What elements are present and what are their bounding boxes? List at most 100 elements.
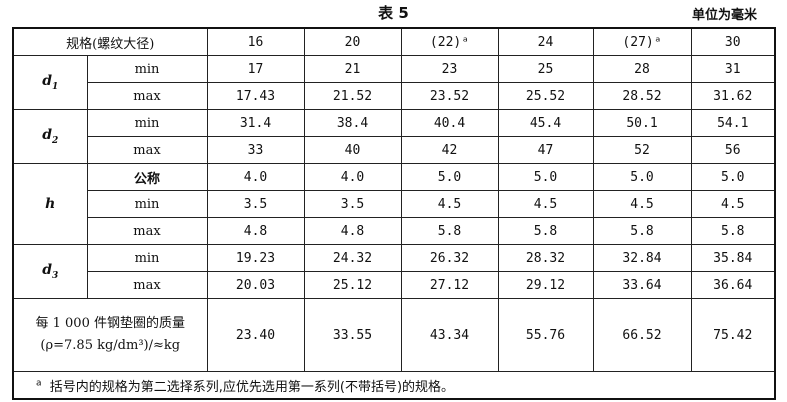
row-label: max [86,82,208,110]
row-label: max [86,217,208,245]
size-header: 20 [303,27,402,56]
value-cell: 23 [400,55,499,83]
table-row: d3 min 19.23 24.32 26.32 28.32 32.84 35.84 [12,244,776,299]
footnote-text: 括号内的规格为第二选择系列,应优先选用第一系列(不带括号)的规格。 [49,379,455,395]
value-cell: 33 [206,136,305,164]
value-cell: 20.03 [206,271,305,299]
symbol-text: d [42,127,53,144]
value-cell: 5.0 [690,163,776,191]
row-label: min [86,109,208,137]
value-cell: 50.1 [592,109,692,137]
value-cell: 29.12 [497,271,594,299]
value-cell: 4.8 [303,217,402,245]
value-cell: 31.4 [206,109,305,137]
symbol-subscript: 3 [52,270,59,281]
value-cell: 38.4 [303,109,402,137]
parameter-symbol: h [12,163,88,245]
value-cell: 31.62 [690,82,776,110]
row-label: max [86,136,208,164]
value-cell: 5.0 [400,163,499,191]
unit-label: 单位为毫米 [691,8,757,23]
value-cell: 40 [303,136,402,164]
value-cell: 45.4 [497,109,594,137]
value-cell: 52 [592,136,692,164]
table-row: d2 min 31.4 38.4 40.4 45.4 50.1 54.1 [12,109,776,164]
mass-row: 每 1 000 件钢垫圈的质量 (ρ=7.85 kg/dm³)/≈kg 23.40 3… [12,298,776,372]
table-row: h 公称 4.0 4.0 5.0 5.0 5.0 5.0 [12,163,776,245]
value-cell: 28 [592,55,692,83]
header-label: 规格(螺纹大径) [12,27,208,56]
value-cell: 21 [303,55,402,83]
symbol-text: d [42,73,53,90]
symbol-text: d [42,262,53,279]
value-cell: 40.4 [400,109,499,137]
value-cell: 4.5 [690,190,776,218]
value-cell: 5.8 [400,217,499,245]
size-header: 24 [497,27,594,56]
value-cell: 21.52 [303,82,402,110]
mass-value: 43.34 [400,298,499,372]
value-cell: 25.52 [497,82,594,110]
value-cell: 35.84 [690,244,776,272]
symbol-subscript: 1 [52,81,59,92]
value-cell: 24.32 [303,244,402,272]
table-row: max 33 40 42 47 52 56 [13,136,776,164]
value-cell: 36.64 [690,271,776,299]
mass-value: 23.40 [206,298,305,372]
value-cell: 19.23 [206,244,305,272]
size-header: 16 [206,27,305,56]
value-cell: 3.5 [206,190,305,218]
value-cell: 5.8 [690,217,776,245]
value-cell: 32.84 [592,244,692,272]
table-row: d1 min 17 21 23 25 28 31 [12,55,776,110]
value-cell: 31 [690,55,776,83]
symbol-text: h [45,196,56,212]
value-cell: 5.0 [592,163,692,191]
value-cell: 28.52 [592,82,692,110]
value-cell: 56 [690,136,776,164]
value-cell: 5.0 [497,163,594,191]
footnote-row: a 括号内的规格为第二选择系列,应优先选用第一系列(不带括号)的规格。 [12,371,776,400]
mass-value: 66.52 [592,298,692,372]
value-cell: 4.0 [206,163,305,191]
table-row: max 20.03 25.12 27.12 29.12 33.64 36.64 [13,271,776,299]
mass-value: 33.55 [303,298,402,372]
value-cell: 17 [206,55,305,83]
parameter-symbol: d2 [12,109,88,164]
value-cell: 54.1 [690,109,776,137]
footnote: a 括号内的规格为第二选择系列,应优先选用第一系列(不带括号)的规格。 [12,371,776,400]
value-cell: 47 [497,136,594,164]
row-label: min [86,55,208,83]
table-title: 表 5 [378,4,409,22]
parameter-symbol: d3 [12,244,88,299]
value-cell: 28.32 [497,244,594,272]
value-cell: 17.43 [206,82,305,110]
size-header: (27)ᵃ [592,27,692,56]
value-cell: 25.12 [303,271,402,299]
value-cell: 26.32 [400,244,499,272]
footnote-mark: a [36,378,42,389]
row-label: max [86,271,208,299]
mass-label: 每 1 000 件钢垫圈的质量 (ρ=7.85 kg/dm³)/≈kg [12,298,208,372]
mass-label-line2: (ρ=7.85 kg/dm³)/≈kg [40,338,181,353]
table-row: max 4.8 4.8 5.8 5.8 5.8 5.8 [13,217,776,245]
mass-value: 55.76 [497,298,594,372]
value-cell: 5.8 [592,217,692,245]
value-cell: 33.64 [592,271,692,299]
symbol-subscript: 2 [52,135,59,146]
value-cell: 3.5 [303,190,402,218]
spec-table: 规格(螺纹大径) 16 20 (22)ᵃ 24 (27)ᵃ 30 d1 min 17 21 23 2… [12,27,776,400]
size-header: (22)ᵃ [400,27,499,56]
size-header: 30 [690,27,776,56]
value-cell: 5.8 [497,217,594,245]
table-row: min 3.5 3.5 4.5 4.5 4.5 4.5 [13,190,776,218]
value-cell: 23.52 [400,82,499,110]
value-cell: 27.12 [400,271,499,299]
row-label: min [86,190,208,218]
row-label: 公称 [86,163,208,191]
value-cell: 4.5 [592,190,692,218]
value-cell: 4.0 [303,163,402,191]
value-cell: 4.5 [497,190,594,218]
value-cell: 4.5 [400,190,499,218]
row-label: min [86,244,208,272]
